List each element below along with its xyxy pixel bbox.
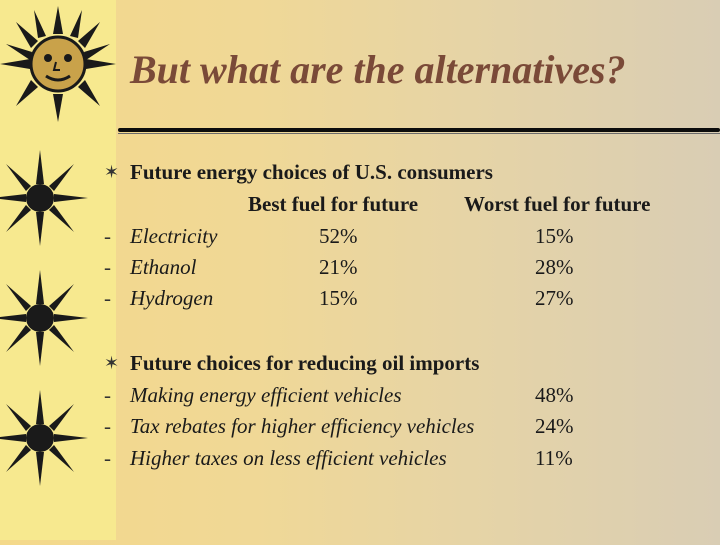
- sun-face-logo-icon: [0, 6, 116, 122]
- row-value: 24%: [535, 414, 574, 438]
- column-header-worst: Worst fuel for future: [464, 192, 651, 216]
- row-label: Tax rebates for higher efficiency vehicl…: [130, 414, 475, 438]
- row-best-value: 52%: [319, 224, 358, 248]
- slide-title: But what are the alternatives?: [130, 47, 626, 92]
- row-best-value: 21%: [319, 255, 358, 279]
- section1-heading: Future energy choices of U.S. consumers: [130, 160, 493, 184]
- dash-bullet-icon: -: [104, 414, 111, 438]
- row-label: Higher taxes on less efficient vehicles: [130, 446, 447, 470]
- row-worst-value: 15%: [535, 224, 574, 248]
- sun-icon: [0, 390, 88, 486]
- sun-pattern: [0, 150, 88, 486]
- title-divider-shadow: [118, 133, 720, 134]
- title-divider: [118, 128, 720, 132]
- row-best-value: 15%: [319, 286, 358, 310]
- dash-bullet-icon: -: [104, 383, 111, 407]
- row-label: Making energy efficient vehicles: [130, 383, 402, 407]
- row-label: Ethanol: [130, 255, 197, 279]
- dash-bullet-icon: -: [104, 286, 111, 310]
- row-worst-value: 27%: [535, 286, 574, 310]
- star-bullet-icon: ✶: [104, 353, 120, 373]
- row-value: 11%: [535, 446, 573, 470]
- section2-heading: Future choices for reducing oil imports: [130, 351, 480, 375]
- column-header-best: Best fuel for future: [248, 192, 419, 216]
- dash-bullet-icon: -: [104, 255, 111, 279]
- row-value: 48%: [535, 383, 574, 407]
- row-label: Hydrogen: [130, 286, 214, 310]
- star-bullet-icon: ✶: [104, 162, 120, 182]
- sun-icon: [0, 150, 88, 246]
- sun-icon: [0, 270, 88, 366]
- dash-bullet-icon: -: [104, 446, 111, 470]
- row-worst-value: 28%: [535, 255, 574, 279]
- dash-bullet-icon: -: [104, 224, 111, 248]
- row-label: Electricity: [130, 224, 218, 248]
